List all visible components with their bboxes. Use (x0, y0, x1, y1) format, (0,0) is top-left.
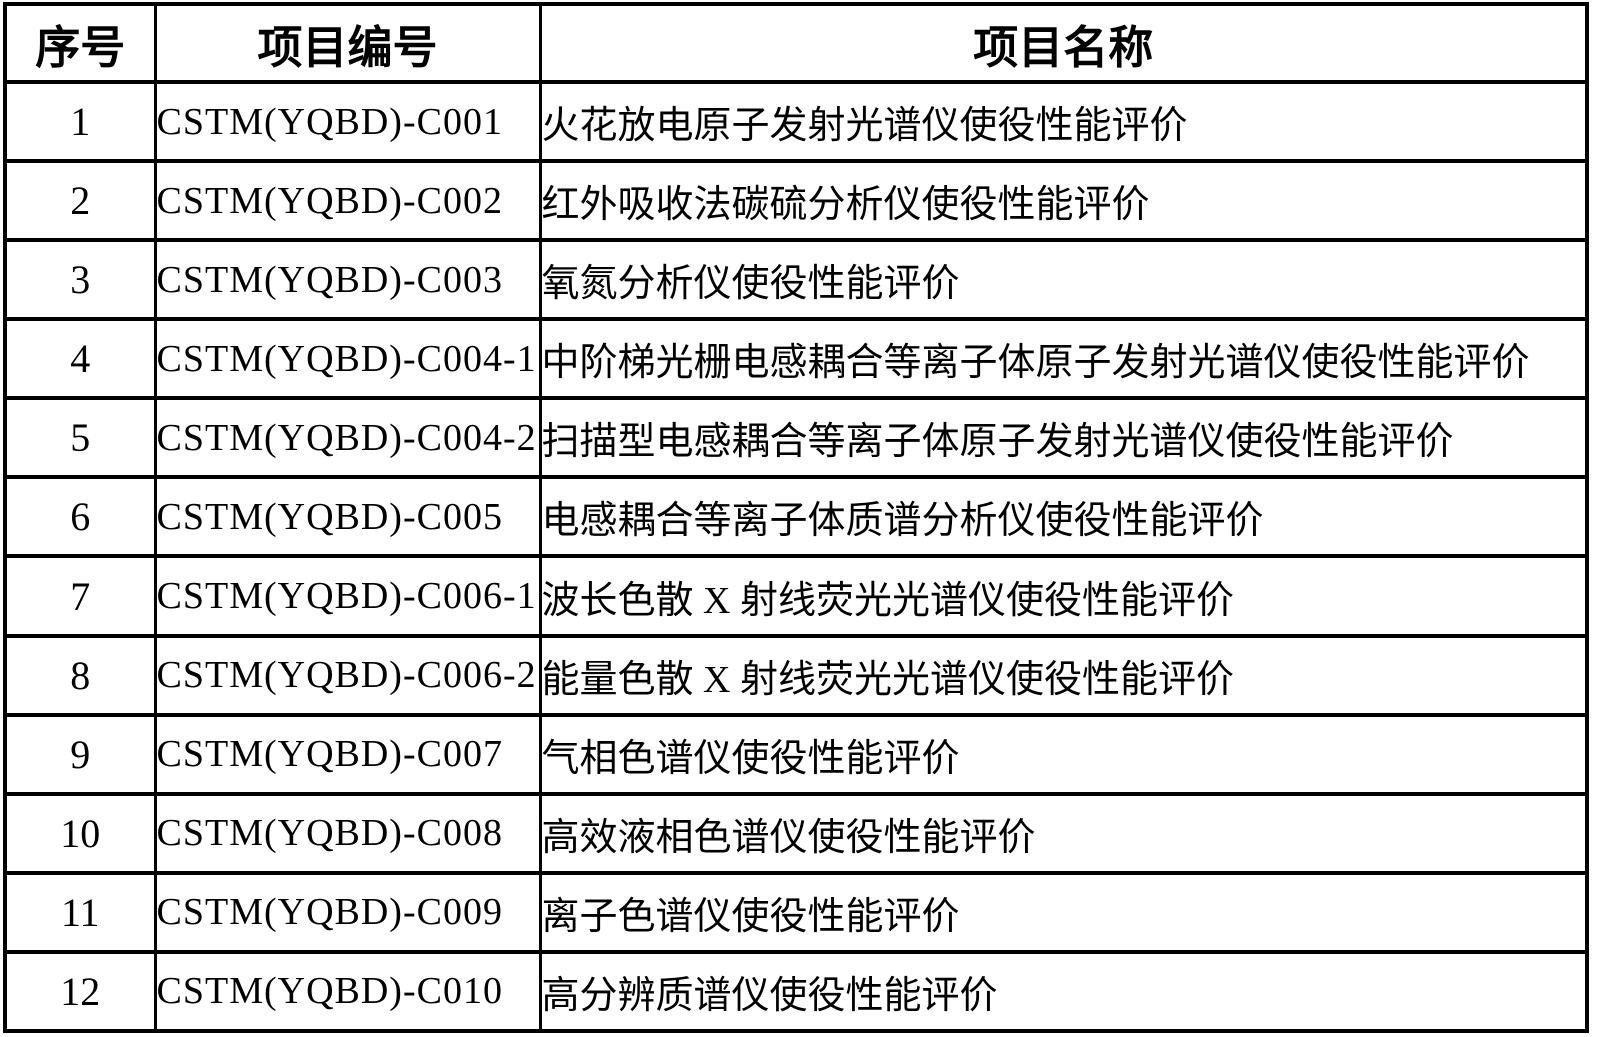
row-index: 10 (3, 791, 157, 875)
project-code: CSTM(YQBD)-C009 (153, 870, 542, 954)
row-index: 12 (3, 949, 157, 1034)
table-row: 10 CSTM(YQBD)-C008 高效液相色谱仪使役性能评价 (3, 791, 1589, 875)
row-index: 6 (3, 475, 157, 559)
row-index: 11 (3, 870, 157, 954)
table-row: 3 CSTM(YQBD)-C003 氧氮分析仪使役性能评价 (3, 238, 1589, 322)
table-header: 序号 项目编号 项目名称 (3, 2, 1589, 84)
project-name: 波长色散 X 射线荧光光谱仪使役性能评价 (538, 554, 1589, 638)
table-row: 12 CSTM(YQBD)-C010 高分辨质谱仪使役性能评价 (3, 949, 1589, 1034)
project-name: 扫描型电感耦合等离子体原子发射光谱仪使役性能评价 (538, 396, 1589, 480)
row-index: 3 (3, 238, 157, 322)
project-name: 中阶梯光栅电感耦合等离子体原子发射光谱仪使役性能评价 (538, 317, 1589, 401)
project-code: CSTM(YQBD)-C001 (153, 79, 542, 164)
project-code: CSTM(YQBD)-C004-2 (153, 396, 542, 480)
row-index: 5 (3, 396, 157, 480)
row-index: 8 (3, 633, 157, 717)
project-code: CSTM(YQBD)-C005 (153, 475, 542, 559)
project-name: 电感耦合等离子体质谱分析仪使役性能评价 (538, 475, 1589, 559)
table-body: 1 CSTM(YQBD)-C001 火花放电原子发射光谱仪使役性能评价 2 CSTM(Y… (3, 79, 1589, 1034)
header-row: 序号 项目编号 项目名称 (3, 2, 1589, 84)
row-index: 1 (3, 79, 157, 164)
project-name: 能量色散 X 射线荧光光谱仪使役性能评价 (538, 633, 1589, 717)
table-row: 9 CSTM(YQBD)-C007 气相色谱仪使役性能评价 (3, 712, 1589, 796)
table-row: 7 CSTM(YQBD)-C006-1 波长色散 X 射线荧光光谱仪使役性能评价 (3, 554, 1589, 638)
row-index: 2 (3, 159, 157, 243)
project-code: CSTM(YQBD)-C004-1 (153, 317, 542, 401)
project-name: 高分辨质谱仪使役性能评价 (538, 949, 1589, 1034)
table-row: 8 CSTM(YQBD)-C006-2 能量色散 X 射线荧光光谱仪使役性能评价 (3, 633, 1589, 717)
project-name: 火花放电原子发射光谱仪使役性能评价 (538, 79, 1589, 164)
header-code: 项目编号 (153, 2, 542, 84)
project-list-table: 序号 项目编号 项目名称 1 CSTM(YQBD)-C001 火花放电原子发射光谱仪… (3, 2, 1589, 1034)
table-row: 5 CSTM(YQBD)-C004-2 扫描型电感耦合等离子体原子发射光谱仪使役性能… (3, 396, 1589, 480)
header-index: 序号 (3, 2, 157, 84)
project-code: CSTM(YQBD)-C002 (153, 159, 542, 243)
project-name: 氧氮分析仪使役性能评价 (538, 238, 1589, 322)
table-row: 2 CSTM(YQBD)-C002 红外吸收法碳硫分析仪使役性能评价 (3, 159, 1589, 243)
project-name: 红外吸收法碳硫分析仪使役性能评价 (538, 159, 1589, 243)
project-code: CSTM(YQBD)-C007 (153, 712, 542, 796)
project-code: CSTM(YQBD)-C006-1 (153, 554, 542, 638)
table-row: 1 CSTM(YQBD)-C001 火花放电原子发射光谱仪使役性能评价 (3, 79, 1589, 164)
document-page: 序号 项目编号 项目名称 1 CSTM(YQBD)-C001 火花放电原子发射光谱仪… (3, 2, 1589, 1034)
table-row: 4 CSTM(YQBD)-C004-1 中阶梯光栅电感耦合等离子体原子发射光谱仪使役… (3, 317, 1589, 401)
project-name: 气相色谱仪使役性能评价 (538, 712, 1589, 796)
table-row: 11 CSTM(YQBD)-C009 离子色谱仪使役性能评价 (3, 870, 1589, 954)
table-row: 6 CSTM(YQBD)-C005 电感耦合等离子体质谱分析仪使役性能评价 (3, 475, 1589, 559)
project-name: 高效液相色谱仪使役性能评价 (538, 791, 1589, 875)
header-name: 项目名称 (538, 2, 1589, 84)
project-code: CSTM(YQBD)-C006-2 (153, 633, 542, 717)
row-index: 4 (3, 317, 157, 401)
project-code: CSTM(YQBD)-C003 (153, 238, 542, 322)
project-code: CSTM(YQBD)-C008 (153, 791, 542, 875)
row-index: 9 (3, 712, 157, 796)
project-code: CSTM(YQBD)-C010 (153, 949, 542, 1034)
row-index: 7 (3, 554, 157, 638)
project-name: 离子色谱仪使役性能评价 (538, 870, 1589, 954)
